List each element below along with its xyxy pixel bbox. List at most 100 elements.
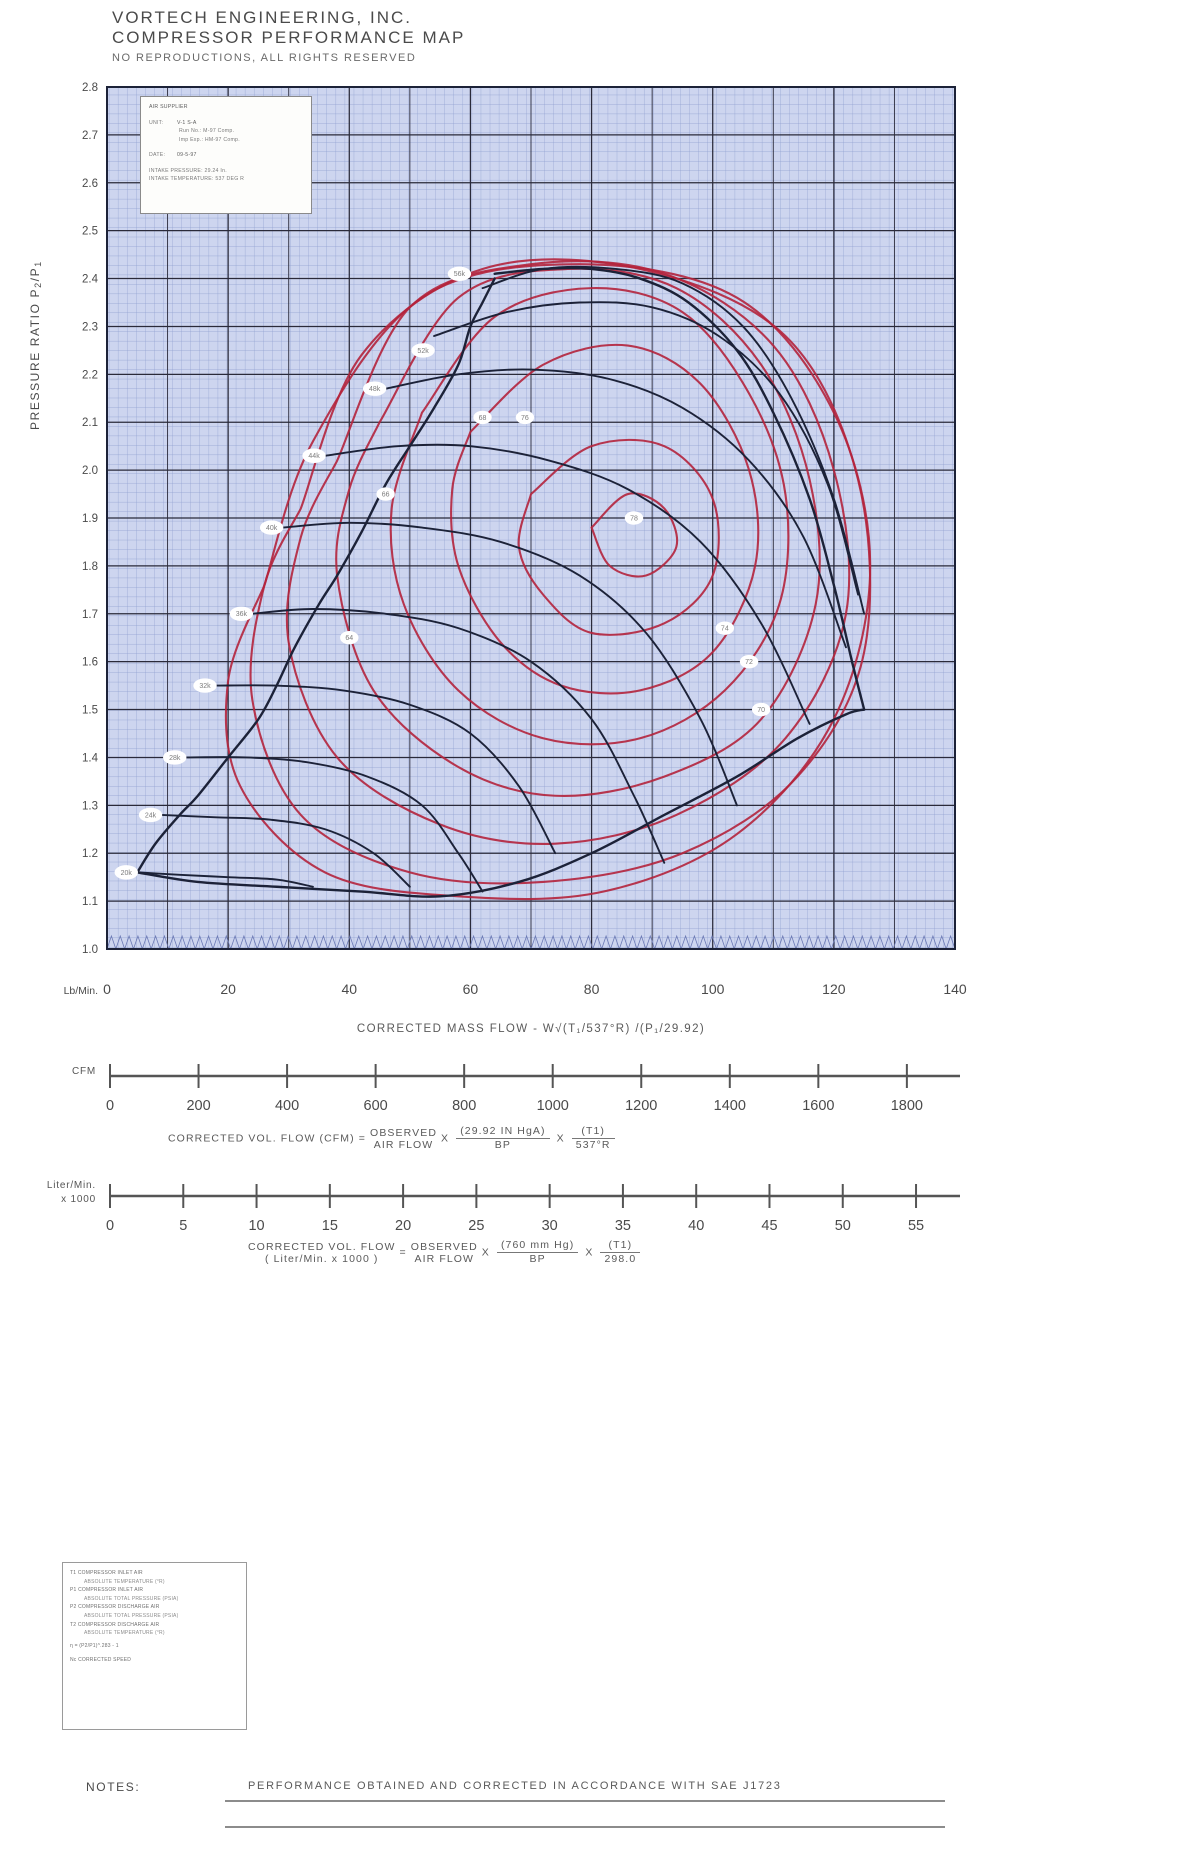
liter-formula-mult-1: X [481,1246,490,1259]
speed-line-20000 [136,871,314,888]
rpm-label-48k: 48k [362,381,387,396]
legend-inducer-line: Run No.: M-97 Comp. [179,128,235,134]
y-axis-title: PRESSURE RATIO P2/P1 [28,260,43,430]
liter-frac2-denominator: 298.0 [604,1253,637,1265]
cfm-formula-mult-2: X [556,1132,565,1145]
liter-frac1-numerator: (760 mm Hg) [496,1240,579,1253]
liter-scale-svg: 0 5 10 15 20 25 30 35 40 45 50 55 [106,1184,960,1234]
x-axis-unit-label: Lb/Min. [64,985,98,997]
cfm-tick-marks [109,1064,908,1088]
cfm-scale-block: CFM 0 200 400 600 800 1000 1200 1400 1600 1800 [0,1052,1200,1162]
liter-tick-5: 5 [179,1218,187,1234]
x-tick-20: 20 [220,981,236,997]
svg-text:64: 64 [345,635,353,642]
x-tick-60: 60 [463,981,479,997]
y-axis-title-sub-2: 2 [33,281,43,288]
y-tick-1.1: 1.1 [82,896,98,908]
liter-tick-labels: 0 5 10 15 20 25 30 35 40 45 50 55 [106,1218,924,1234]
rpm-label-32k: 32k [193,678,217,693]
cfm-tick-200: 200 [186,1098,210,1114]
x-axis-title: CORRECTED MASS FLOW - W√(T₁/537°R) /(P₁/… [357,1022,705,1035]
company-name: VORTECH ENGINEERING, INC. [112,8,412,27]
nomenclature-line-3: P1 COMPRESSOR INLET AIR [70,1587,144,1594]
efficiency-island-76 [517,438,720,636]
efficiency-label-78: 78 [624,511,644,525]
nomenclature-line-5: P2 COMPRESSOR DISCHARGE AIR [70,1604,160,1611]
svg-text:74: 74 [721,626,729,633]
liter-frac2-numerator: (T1) [600,1240,641,1253]
svg-text:68: 68 [479,415,487,422]
x-tick-0: 0 [103,981,111,997]
nomenclature-line-7: T2 COMPRESSOR DISCHARGE AIR [70,1621,160,1628]
y-tick-1.7: 1.7 [82,609,98,621]
cfm-tick-1400: 1400 [714,1098,746,1114]
rpm-label-28k: 28k [163,750,187,765]
y-tick-1: 1.0 [82,944,98,956]
cfm-tick-800: 800 [452,1098,476,1114]
nomenclature-line-4: ABSOLUTE TOTAL PRESSURE (PSIA) [84,1595,179,1602]
efficiency-callout-labels: 78 76 74 72 70 68 66 64 [340,410,771,717]
y-tick-1.3: 1.3 [82,800,98,812]
cfm-tick-1000: 1000 [537,1098,569,1114]
efficiency-island-78 [590,492,679,578]
compressor-map-chart: 1.0 1.1 1.2 1.3 1.4 1.5 1.6 1.7 1.8 1.9 2.0 2.1 2.2 2… [64,82,967,1035]
notes-text: PERFORMANCE OBTAINED AND CORRECTED IN AC… [248,1780,782,1792]
y-tick-2.2: 2.2 [82,369,98,381]
cfm-tick-1200: 1200 [625,1098,657,1114]
liter-formula-eq: = [399,1246,407,1259]
cfm-observed-bot: AIR FLOW [373,1138,434,1151]
cfm-unit-label: CFM [71,1066,96,1077]
liter-lhs-line1: CORRECTED VOL. FLOW [248,1240,396,1253]
y-tick-2.4: 2.4 [82,274,99,286]
rpm-label-20k: 20k [114,865,138,880]
svg-text:72: 72 [745,659,753,666]
liter-formula-fraction-1: (760 mm Hg) BP [496,1240,579,1265]
liter-frac1-denominator: BP [529,1253,546,1265]
legend-heading: AIR SUPPLIER [149,104,188,110]
test-conditions-legend: AIR SUPPLIER UNIT: V-1 S-A Run No.: M-97 … [140,96,312,214]
y-tick-1.6: 1.6 [82,657,98,669]
surge-line [136,277,496,874]
y-tick-1.2: 1.2 [82,848,98,860]
y-tick-2.3: 2.3 [82,321,98,333]
rpm-label-44k: 44k [302,448,326,463]
efficiency-island-66 [249,258,872,885]
liter-formula-mult-2: X [585,1246,594,1259]
liter-scale-block: Liter/Min. x 1000 0 5 10 15 20 25 30 35 40 45 50 55 [0,1172,1200,1282]
cfm-formula-eq: = [358,1132,367,1145]
efficiency-label-70: 70 [751,702,771,717]
y-tick-2: 2.0 [82,465,98,477]
liter-formula-fraction-2: (T1) 298.0 [600,1240,641,1265]
svg-text:56k: 56k [454,271,466,278]
liter-lhs-line2: ( Liter/Min. x 1000 ) [264,1252,379,1265]
page-title: COMPRESSOR PERFORMANCE MAP [112,28,466,47]
nomenclature-line-8: ABSOLUTE TEMPERATURE (°R) [84,1630,165,1637]
cfm-formula: CORRECTED VOL. FLOW (CFM) = OBSERVED AIR… [168,1126,618,1151]
svg-text:20k: 20k [121,870,133,877]
cfm-tick-400: 400 [275,1098,299,1114]
speed-line-52000 [433,301,860,596]
liter-tick-30: 30 [542,1218,558,1234]
cfm-formula-observed: OBSERVED AIR FLOW [370,1127,437,1151]
liter-tick-55: 55 [908,1218,924,1234]
nomenclature-line-6: ABSOLUTE TOTAL PRESSURE (PSIA) [84,1612,179,1619]
legend-unit-key: UNIT: [149,119,164,126]
y-tick-1.9: 1.9 [82,513,98,525]
nomenclature-line-2: ABSOLUTE TEMPERATURE (°R) [84,1578,165,1585]
cfm-formula-lhs: CORRECTED VOL. FLOW (CFM) [168,1132,355,1145]
svg-text:66: 66 [382,492,390,499]
x-tick-100: 100 [701,981,725,997]
liter-tick-50: 50 [835,1218,851,1234]
legend-date-key: DATE: [149,152,166,158]
liter-tick-40: 40 [688,1218,704,1234]
efficiency-island-curves [224,258,872,901]
cfm-tick-1800: 1800 [891,1098,923,1114]
y-axis-title-main: PRESSURE RATIO P [28,287,42,430]
bottom-boundary [136,708,866,898]
notes-rule-top [225,1800,945,1802]
liter-unit-label-line1: Liter/Min. [46,1180,96,1191]
notes-rule-bottom [225,1826,945,1828]
surge-and-choke-boundaries [136,266,866,898]
cfm-scale-svg: 0 200 400 600 800 1000 1200 1400 1600 1800 [106,1064,960,1114]
svg-text:70: 70 [757,707,765,714]
